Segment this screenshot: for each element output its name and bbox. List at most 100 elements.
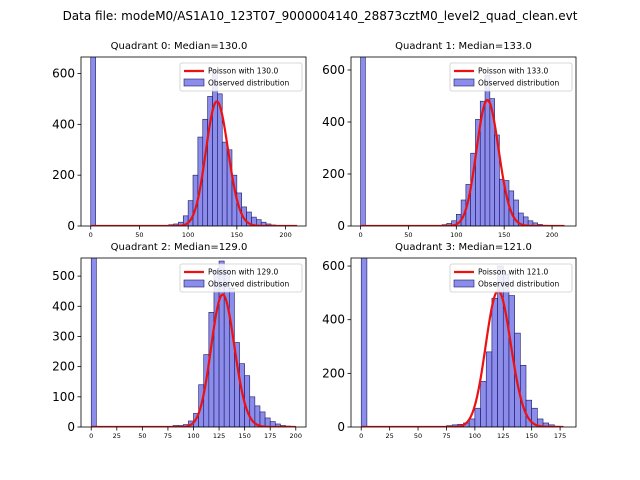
legend-box	[179, 263, 303, 293]
x-tick-label: 100	[182, 231, 194, 239]
y-tick-label: 100	[52, 390, 75, 404]
histogram-bar	[491, 297, 498, 427]
x-tick-label: 75	[164, 432, 172, 440]
y-tick-label: 600	[322, 259, 345, 273]
legend-observed-swatch	[183, 279, 205, 288]
poisson-curve	[91, 293, 296, 427]
legend-observed-label: Observed distribution	[208, 79, 289, 88]
x-tick-label: 100	[187, 432, 199, 440]
x-tick-label: 25	[385, 432, 393, 440]
quadrant-1-title: Quadrant 1: Median=133.0	[395, 41, 532, 52]
quadrant-1-panel: Quadrant 1: Median=133.0 0 200 400 600 0 50 10…	[322, 41, 577, 239]
y-tick-label: 400	[322, 313, 345, 327]
histogram-bar	[228, 287, 235, 427]
quadrant-3-plot-area	[360, 258, 564, 427]
quadrant-3-panel: Quadrant 3: Median=121.0 0 200 400 600 0 25 50…	[322, 242, 577, 440]
y-tick-label: 300	[52, 329, 75, 343]
histogram-bar	[484, 74, 491, 226]
legend-poisson-label: Poisson with 129.0	[208, 268, 278, 277]
y-tick-label: 0	[67, 420, 75, 434]
x-tick-label: 50	[135, 231, 143, 239]
histogram-bar	[531, 407, 538, 427]
histogram-bar	[221, 141, 228, 226]
histogram-bar	[360, 57, 366, 226]
x-tick-label: 0	[359, 432, 363, 440]
figure-suptitle: Data file: modeM0/AS1A10_123T07_90000041…	[63, 9, 578, 23]
y-tick-label: 200	[52, 360, 75, 374]
quadrant-2-panel: Quadrant 2: Median=129.0 0 100 200 300 400 50…	[52, 242, 307, 440]
histogram-bar	[474, 407, 481, 427]
legend-box	[449, 263, 573, 293]
x-tick-label: 175	[264, 432, 276, 440]
legend-observed-label: Observed distribution	[478, 280, 559, 289]
histogram-bar	[244, 375, 251, 427]
quadrant-3-legend: Poisson with 121.0 Observed distribution	[449, 263, 573, 293]
legend-poisson-label: Poisson with 130.0	[208, 67, 278, 76]
x-tick-label: 50	[414, 432, 422, 440]
quadrant-1-legend: Poisson with 133.0 Observed distribution	[449, 62, 573, 92]
legend-observed-swatch	[183, 78, 205, 87]
x-tick-label: 150	[238, 432, 250, 440]
quadrant-2-plot-area	[90, 258, 297, 427]
x-tick-label: 100	[469, 432, 481, 440]
legend-poisson-label: Poisson with 121.0	[478, 268, 548, 277]
x-tick-label: 75	[442, 432, 450, 440]
x-tick-label: 0	[89, 231, 93, 239]
x-tick-label: 175	[554, 432, 566, 440]
x-tick-label: 150	[498, 231, 510, 239]
x-tick-label: 50	[404, 231, 412, 239]
legend-box	[179, 62, 303, 92]
x-tick-label: 150	[525, 432, 537, 440]
quadrant-0-panel: Quadrant 0: Median=130.0 0 200 400 600 0 50 10…	[52, 41, 307, 239]
y-tick-label: 600	[52, 67, 75, 81]
x-tick-label: 200	[546, 231, 558, 239]
axes-frame	[80, 56, 307, 227]
y-tick-label: 200	[52, 168, 75, 182]
y-tick-label: 600	[322, 63, 345, 77]
poisson-curve	[361, 289, 564, 427]
axes-frame	[350, 56, 577, 227]
x-tick-label: 125	[497, 432, 509, 440]
quadrant-2-legend: Poisson with 129.0 Observed distribution	[179, 263, 303, 293]
histogram-bar	[485, 351, 493, 427]
histogram-bar	[213, 269, 220, 427]
x-tick-label: 150	[231, 231, 243, 239]
x-tick-label: 25	[113, 432, 121, 440]
legend-observed-swatch	[453, 78, 475, 87]
histogram-bar	[480, 381, 487, 427]
x-tick-label: 200	[290, 432, 302, 440]
legend-poisson-label: Poisson with 133.0	[478, 67, 548, 76]
y-tick-label: 400	[52, 117, 75, 131]
legend-observed-swatch	[453, 279, 475, 288]
x-tick-label: 0	[359, 231, 363, 239]
axes-frame	[350, 257, 577, 428]
y-tick-label: 0	[337, 219, 345, 233]
legend-box	[449, 62, 573, 92]
legend-observed-label: Observed distribution	[208, 280, 289, 289]
histogram-bar	[90, 57, 96, 226]
quadrant-0-plot-area	[90, 57, 298, 226]
y-tick-label: 0	[67, 219, 75, 233]
quadrant-3-title: Quadrant 3: Median=121.0	[395, 242, 532, 253]
histogram-bar	[223, 269, 230, 427]
histogram-bar	[360, 258, 368, 427]
quadrant-0-legend: Poisson with 130.0 Observed distribution	[179, 62, 303, 92]
histogram-bar	[502, 273, 510, 427]
histogram-bar	[212, 70, 218, 226]
x-tick-label: 200	[279, 231, 291, 239]
y-tick-label: 400	[52, 299, 75, 313]
quadrant-1-plot-area	[360, 57, 565, 226]
legend-observed-label: Observed distribution	[478, 79, 559, 88]
histogram-bar	[264, 417, 271, 427]
x-tick-label: 50	[138, 432, 146, 440]
x-tick-label: 125	[213, 432, 225, 440]
y-tick-label: 200	[322, 366, 345, 380]
y-tick-label: 0	[337, 420, 345, 434]
quadrant-2-title: Quadrant 2: Median=129.0	[111, 242, 248, 253]
y-tick-label: 200	[322, 167, 345, 181]
y-tick-label: 500	[52, 269, 75, 283]
x-tick-label: 100	[450, 231, 462, 239]
x-tick-label: 0	[89, 432, 93, 440]
histogram-bar	[259, 411, 266, 427]
